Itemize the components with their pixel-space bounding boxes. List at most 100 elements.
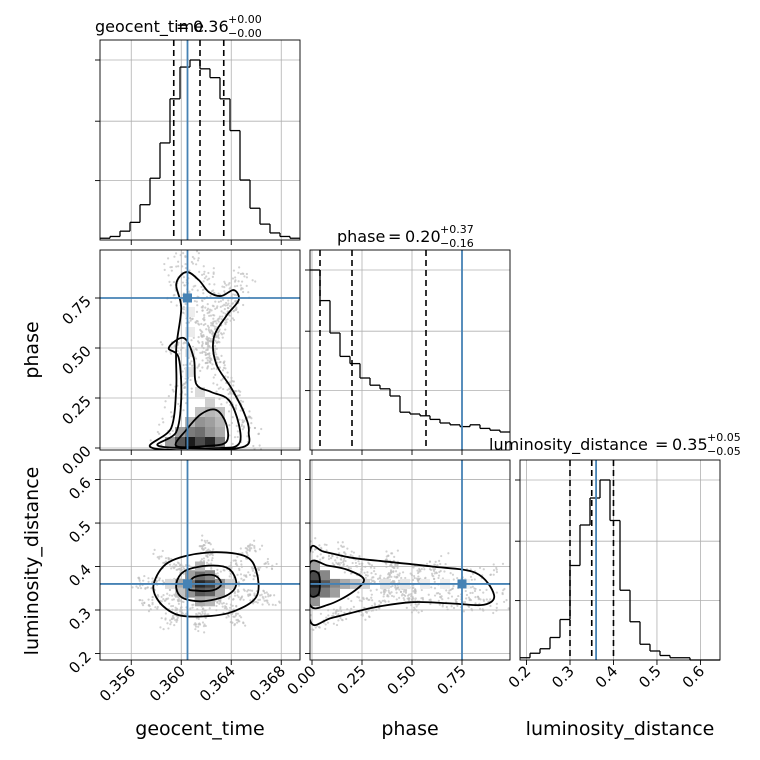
scatter-point [148, 454, 150, 456]
scatter-point [200, 322, 203, 326]
title-phase-main: phase [337, 227, 385, 246]
scatter-point [203, 313, 206, 317]
scatter-point [212, 289, 215, 292]
scatter-point [393, 575, 396, 578]
scatter-point [182, 311, 185, 315]
scatter-point [229, 319, 232, 322]
scatter-point [223, 280, 226, 283]
scatter-point [176, 616, 179, 619]
scatter-point [188, 290, 191, 293]
scatter-point [200, 539, 203, 542]
scatter-point [396, 573, 399, 576]
scatter-point [203, 316, 206, 319]
scatter-point [242, 598, 245, 601]
scatter-point [271, 603, 274, 606]
scatter-point [209, 562, 213, 565]
scatter-point [181, 265, 184, 268]
scatter-point [169, 284, 172, 287]
scatter-point [501, 562, 505, 565]
scatter-point [217, 387, 220, 390]
density-block [215, 417, 225, 427]
scatter-point [199, 351, 202, 354]
density-block [185, 570, 195, 581]
scatter-point [214, 339, 217, 342]
scatter-point [228, 281, 231, 285]
scatter-point [341, 541, 344, 544]
scatter-point [197, 629, 200, 633]
scatter-point [208, 330, 211, 334]
scatter-point [349, 553, 352, 557]
scatter-point [174, 606, 177, 609]
y-tick-label: 0.3 [65, 604, 95, 634]
panel-frame [99, 249, 301, 451]
y-tick-label: 0.4 [65, 561, 95, 591]
scatter-point [192, 336, 195, 339]
scatter-point [229, 609, 232, 612]
scatter-point [337, 619, 340, 622]
scatter-point [205, 349, 208, 352]
scatter-point [365, 611, 368, 614]
scatter-point [197, 625, 200, 628]
scatter-point [439, 596, 443, 599]
scatter-point [190, 387, 193, 390]
scatter-point [495, 570, 499, 574]
scatter-point [144, 463, 146, 465]
scatter-point [213, 283, 216, 286]
scatter-point [243, 275, 246, 278]
scatter-point [396, 576, 399, 579]
scatter-point [182, 572, 185, 575]
scatter-point [258, 444, 261, 447]
scatter-point [334, 612, 337, 615]
scatter-point [441, 598, 444, 601]
scatter-point [238, 418, 241, 421]
scatter-point [233, 594, 237, 597]
scatter-point [230, 376, 233, 379]
scatter-point [403, 588, 406, 591]
scatter-point [435, 572, 438, 575]
scatter-point [146, 452, 148, 454]
scatter-point [223, 282, 227, 285]
scatter-point [463, 600, 467, 604]
scatter-point [231, 604, 234, 607]
scatter-point [221, 336, 224, 339]
scatter-point [207, 559, 210, 562]
scatter-point [247, 571, 250, 574]
scatter-point [217, 292, 220, 295]
scatter-point [235, 424, 238, 427]
scatter-point [469, 591, 472, 595]
scatter-point [175, 568, 178, 572]
scatter-point [207, 326, 210, 329]
scatter-point [229, 606, 232, 609]
scatter-point [148, 605, 151, 608]
scatter-point [473, 578, 476, 581]
scatter-point [311, 550, 314, 554]
scatter-point [210, 559, 214, 562]
scatter-point [246, 545, 250, 548]
scatter-point [477, 595, 480, 598]
scatter-point [223, 569, 226, 572]
scatter-point [180, 611, 184, 614]
scatter-point [223, 605, 227, 608]
scatter-point [223, 308, 226, 311]
scatter-point [332, 612, 335, 615]
scatter-point [495, 568, 498, 571]
scatter-point [220, 318, 223, 321]
scatter-point [410, 604, 413, 607]
scatter-point [360, 599, 363, 603]
title-geocent-time-value: 0.36 [193, 17, 229, 36]
scatter-point [202, 333, 205, 337]
scatter-point [203, 612, 207, 615]
scatter-point [170, 269, 173, 272]
scatter-point [307, 621, 309, 623]
scatter-point [191, 317, 194, 320]
scatter-point [221, 602, 224, 605]
scatter-point [339, 607, 342, 610]
scatter-point [391, 565, 394, 568]
scatter-point [512, 601, 514, 603]
scatter-point [245, 574, 248, 577]
scatter-point [503, 600, 506, 604]
scatter-point [501, 591, 504, 595]
scatter-point [202, 347, 205, 350]
scatter-point [223, 364, 226, 367]
scatter-point [482, 568, 485, 571]
